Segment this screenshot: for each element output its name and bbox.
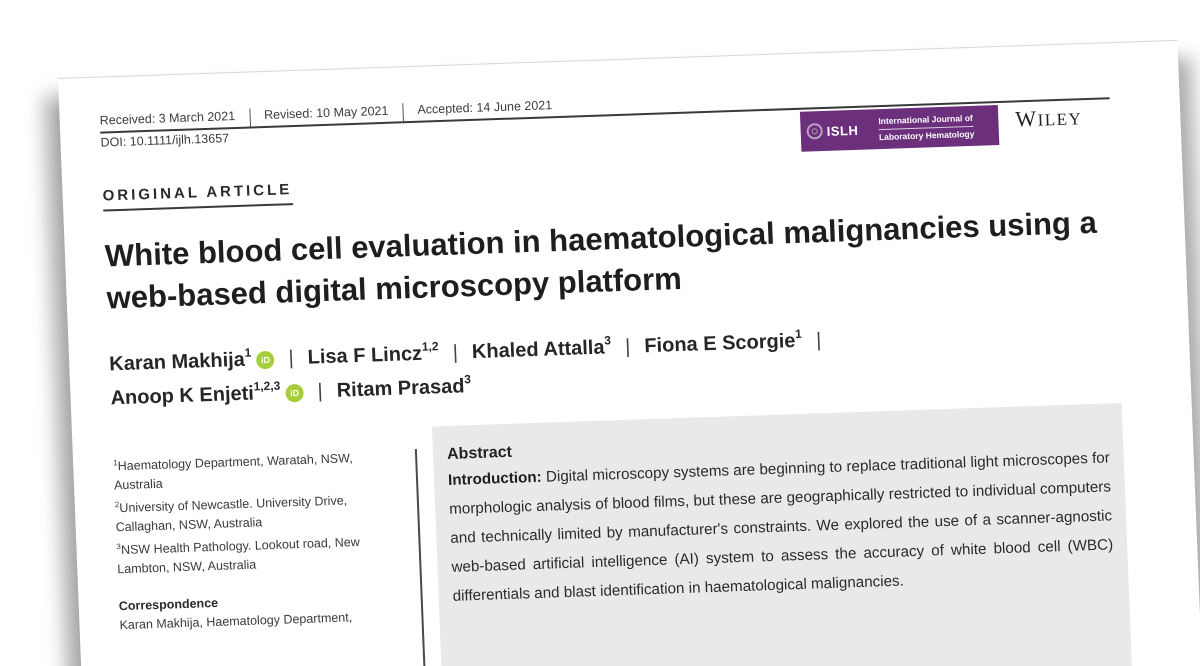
islh-emblem-icon	[806, 123, 823, 140]
author-name: Ritam Prasad	[336, 375, 465, 402]
abstract-box: Abstract Introduction: Digital microscop…	[431, 402, 1138, 666]
revised-date: Revised: 10 May 2021	[248, 103, 403, 127]
author-name: Fiona E Scorgie	[643, 330, 796, 358]
article-title: White blood cell evaluation in haematolo…	[104, 204, 1098, 316]
author[interactable]: Lisa F Lincz1,2	[307, 336, 439, 374]
journal-name-line2: Laboratory Hematology	[878, 128, 975, 142]
orcid-icon[interactable]: iD	[285, 383, 304, 403]
author-separator: |	[288, 347, 295, 370]
affiliation-item: 2University of Newcastle. University Dri…	[115, 489, 406, 537]
orcid-icon[interactable]: iD	[256, 350, 275, 370]
accepted-date: Accepted: 14 June 2021	[402, 97, 567, 122]
author[interactable]: Anoop K Enjeti1,2,3 iD	[110, 375, 304, 416]
author-list: Karan Makhija1iD | Lisa F Lincz1,2 | Khaled …	[109, 317, 1011, 416]
journal-name: International Journal of Laboratory Hema…	[878, 113, 975, 142]
journal-banner: ISLH International Journal of Laboratory…	[799, 105, 1000, 152]
publisher-initial: W	[1014, 105, 1039, 132]
doi-link[interactable]: DOI: 10.1111/ijlh.13657	[100, 131, 230, 150]
author-separator: |	[317, 380, 324, 403]
intro-text: Digital microscopy systems are beginning…	[448, 449, 1114, 605]
journal-name-line1: International Journal of	[878, 113, 975, 130]
author-separator: |	[452, 341, 459, 364]
publisher-logo: WILEY	[1015, 104, 1083, 132]
author-name: Lisa F Lincz	[307, 342, 423, 369]
paper-page: Received: 3 March 2021 Revised: 10 May 2…	[58, 39, 1200, 666]
received-date: Received: 3 March 2021	[99, 108, 236, 128]
affiliation-text: NSW Health Pathology. Lookout road, New …	[117, 535, 360, 577]
author[interactable]: Khaled Attalla3	[471, 330, 612, 369]
affiliation-text: Haematology Department, Waratah, NSW, Au…	[113, 451, 353, 493]
affiliation-item: 1Haematology Department, Waratah, NSW, A…	[113, 447, 404, 495]
author[interactable]: Karan Makhija1 iD	[109, 342, 276, 382]
society-name: ISLH	[826, 122, 859, 139]
page-content: Received: 3 March 2021 Revised: 10 May 2…	[98, 43, 1138, 666]
abstract-introduction: Introduction: Digital microscopy systems…	[448, 443, 1115, 610]
column-divider	[414, 448, 433, 666]
affiliation-item: 3NSW Health Pathology. Lookout road, New…	[116, 531, 407, 579]
affiliations: 1Haematology Department, Waratah, NSW, A…	[113, 447, 410, 635]
article-type: ORIGINAL ARTICLE	[102, 181, 293, 212]
intro-label: Introduction:	[447, 468, 543, 489]
author-affiliation: 3	[463, 372, 472, 387]
author-name: Anoop K Enjeti	[110, 382, 255, 410]
author-affiliation: 1	[244, 345, 252, 360]
publisher-rest: ILEY	[1037, 109, 1083, 130]
author-separator: |	[815, 329, 822, 352]
author-affiliation: 1	[794, 326, 803, 342]
author-affiliation: 1,2	[421, 339, 439, 354]
author-affiliation: 3	[603, 333, 612, 348]
author-name: Karan Makhija	[108, 348, 246, 376]
author-affiliation: 1,2,3	[253, 378, 281, 394]
author[interactable]: Ritam Prasad3	[336, 369, 472, 408]
author-name: Khaled Attalla	[471, 336, 605, 364]
islh-logo: ISLH	[800, 109, 880, 152]
author[interactable]: Fiona E Scorgie1	[644, 324, 803, 363]
affiliation-text: University of Newcastle. University Driv…	[115, 493, 348, 535]
author-separator: |	[624, 335, 631, 358]
